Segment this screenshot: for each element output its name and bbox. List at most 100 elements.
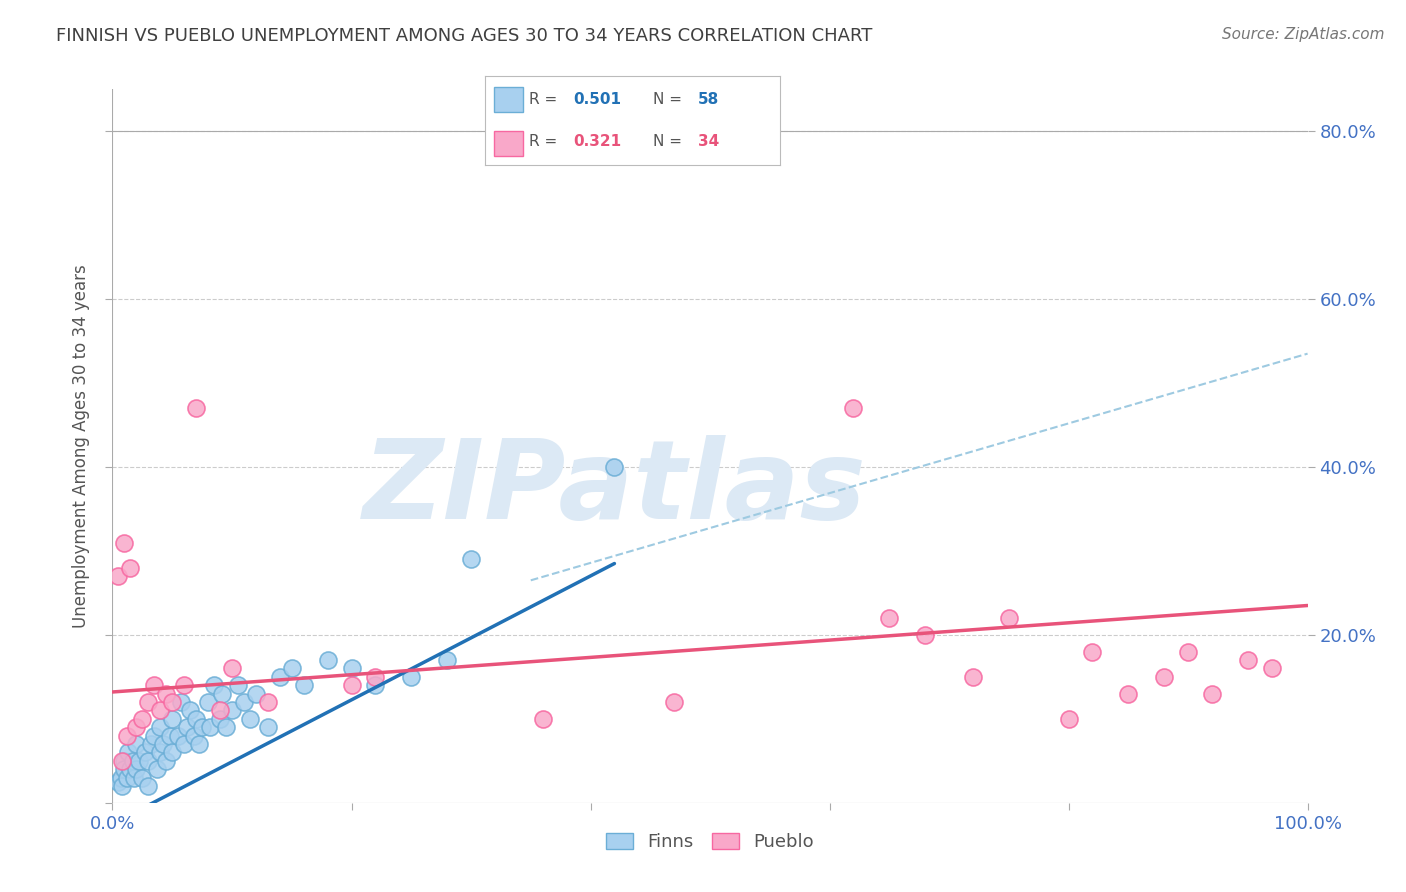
Point xyxy=(226,678,249,692)
Point xyxy=(114,754,135,768)
Point xyxy=(167,729,190,743)
Point xyxy=(245,687,267,701)
Point xyxy=(110,771,132,785)
Point xyxy=(316,653,339,667)
Point xyxy=(460,552,482,566)
Point xyxy=(879,611,901,625)
Point xyxy=(159,729,181,743)
Point xyxy=(1177,645,1199,659)
Point xyxy=(233,695,256,709)
Point xyxy=(269,670,291,684)
Text: R =: R = xyxy=(529,92,562,106)
Point xyxy=(257,695,280,709)
Point xyxy=(155,754,177,768)
Text: 34: 34 xyxy=(697,135,718,149)
Point xyxy=(152,737,174,751)
Point xyxy=(1081,645,1104,659)
Point xyxy=(200,720,222,734)
Point xyxy=(138,779,160,793)
Point xyxy=(1261,661,1284,675)
Point xyxy=(117,746,139,760)
Point xyxy=(131,712,153,726)
Point xyxy=(111,754,134,768)
Point xyxy=(138,695,160,709)
Point xyxy=(186,401,208,416)
Text: 58: 58 xyxy=(697,92,718,106)
Point xyxy=(107,569,129,583)
Point xyxy=(173,678,195,692)
Point xyxy=(115,729,138,743)
Point xyxy=(202,678,225,692)
Point xyxy=(120,560,142,574)
Point xyxy=(239,712,262,726)
Point xyxy=(962,670,984,684)
Point xyxy=(138,754,160,768)
Point xyxy=(115,771,138,785)
Point xyxy=(169,695,191,709)
Point xyxy=(531,712,554,726)
Point xyxy=(221,703,243,717)
Point xyxy=(183,729,205,743)
Point xyxy=(1201,687,1223,701)
Point xyxy=(186,712,208,726)
Text: 0.501: 0.501 xyxy=(574,92,621,106)
Text: R =: R = xyxy=(529,135,562,149)
Point xyxy=(1237,653,1260,667)
Point xyxy=(401,670,423,684)
Point xyxy=(134,746,156,760)
Text: N =: N = xyxy=(654,92,688,106)
Y-axis label: Unemployment Among Ages 30 to 34 years: Unemployment Among Ages 30 to 34 years xyxy=(72,264,90,628)
Point xyxy=(114,535,135,549)
Point xyxy=(155,687,177,701)
Point xyxy=(125,720,148,734)
Point xyxy=(122,771,145,785)
Point xyxy=(114,762,135,776)
Point xyxy=(179,703,201,717)
Point xyxy=(191,720,214,734)
Text: N =: N = xyxy=(654,135,688,149)
Point xyxy=(436,653,458,667)
Point xyxy=(145,762,167,776)
Point xyxy=(197,695,219,709)
Point xyxy=(292,678,315,692)
Point xyxy=(221,661,243,675)
Text: 0.321: 0.321 xyxy=(574,135,621,149)
Point xyxy=(603,460,626,475)
Text: ZIPatlas: ZIPatlas xyxy=(363,435,866,542)
Legend: Finns, Pueblo: Finns, Pueblo xyxy=(599,825,821,858)
Point xyxy=(340,661,363,675)
Point xyxy=(125,762,148,776)
Point xyxy=(131,771,153,785)
Point xyxy=(257,720,280,734)
Point xyxy=(209,712,232,726)
Point xyxy=(176,720,198,734)
Point xyxy=(173,737,195,751)
Point xyxy=(111,779,134,793)
Point xyxy=(1118,687,1140,701)
Point xyxy=(149,746,172,760)
Point xyxy=(149,703,172,717)
Point xyxy=(281,661,304,675)
Point xyxy=(162,712,183,726)
Point xyxy=(121,754,143,768)
Point xyxy=(842,401,865,416)
Point xyxy=(149,720,172,734)
Point xyxy=(914,628,936,642)
Text: Source: ZipAtlas.com: Source: ZipAtlas.com xyxy=(1222,27,1385,42)
Point xyxy=(1057,712,1080,726)
Point xyxy=(187,737,209,751)
Point xyxy=(998,611,1021,625)
Point xyxy=(139,737,162,751)
Point xyxy=(120,762,142,776)
Point xyxy=(125,737,148,751)
Bar xyxy=(494,87,523,112)
Point xyxy=(128,754,150,768)
Point xyxy=(143,678,166,692)
Point xyxy=(209,703,232,717)
Point xyxy=(107,774,129,789)
Point xyxy=(664,695,686,709)
Bar xyxy=(494,131,523,156)
Point xyxy=(162,746,183,760)
Text: FINNISH VS PUEBLO UNEMPLOYMENT AMONG AGES 30 TO 34 YEARS CORRELATION CHART: FINNISH VS PUEBLO UNEMPLOYMENT AMONG AGE… xyxy=(56,27,873,45)
Point xyxy=(215,720,238,734)
